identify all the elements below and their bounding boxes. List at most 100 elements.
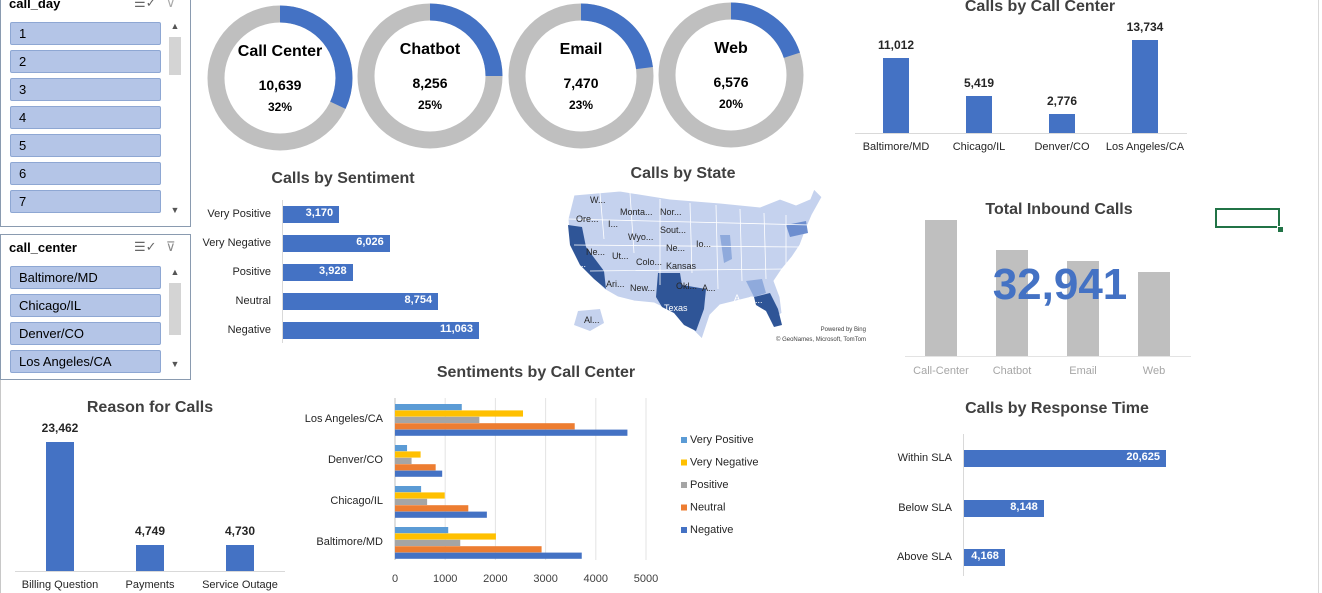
slicer-item-day[interactable]: 6 — [10, 162, 161, 185]
fill-handle[interactable] — [1277, 226, 1284, 233]
category-label: Email — [1043, 365, 1123, 377]
axis-line — [905, 356, 1191, 357]
data-label: 5,419 — [939, 76, 1019, 90]
bar — [395, 458, 412, 464]
slicer-item-day[interactable]: 1 — [10, 22, 161, 45]
state-label: New... — [630, 283, 655, 293]
legend-swatch — [681, 482, 687, 488]
state-label: W... — [590, 195, 606, 205]
state-label: Ore... — [576, 214, 599, 224]
legend-swatch — [681, 460, 687, 466]
category-label: Denver/CO — [328, 454, 383, 466]
data-label: 3,170 — [306, 207, 334, 219]
category-label: Positive — [180, 266, 271, 278]
state-label: G... — [748, 295, 763, 305]
category-label: Very Negative — [180, 237, 271, 249]
slicer-item-center[interactable]: Baltimore/MD — [10, 266, 161, 289]
reason-for-calls-title: Reason for Calls — [10, 399, 290, 417]
slicer-item-day[interactable]: 5 — [10, 134, 161, 157]
donut-value: 10,639 — [207, 77, 353, 93]
call-day-scrollbar[interactable]: ▲ ▼ — [168, 21, 182, 219]
data-label: 11,063 — [440, 323, 473, 335]
bar — [226, 545, 254, 571]
selected-cell[interactable] — [1215, 208, 1280, 228]
category-label: Within SLA — [860, 452, 952, 464]
call-day-slicer[interactable]: call_day ☰✓ ⊽ 1 2 3 4 5 6 7 ▲ ▼ — [0, 0, 191, 227]
panel-divider — [0, 380, 1, 593]
bar — [395, 471, 442, 477]
bar: 4,168 — [964, 549, 1005, 566]
map-credit-bing: Powered by Bing — [821, 327, 866, 333]
sentiments-by-call-center-chart: 0 1000 2000 3000 4000 5000Los Angeles/CADenve… — [290, 388, 780, 593]
clear-filter-icon[interactable]: ⊽ — [166, 0, 176, 11]
bar — [46, 442, 74, 571]
category-label: Chicago/IL — [934, 141, 1024, 153]
bar: 11,063 — [283, 322, 479, 339]
slicer-item-center[interactable]: Chicago/IL — [10, 294, 161, 317]
donut-title: Call Center — [207, 43, 353, 61]
legend-label: Very Negative — [690, 457, 758, 469]
category-label: Below SLA — [860, 502, 952, 514]
slicer-item-day[interactable]: 2 — [10, 50, 161, 73]
state-label: Wyo... — [628, 232, 653, 242]
calls-by-state-title: Calls by State — [560, 165, 806, 183]
legend-label: Negative — [690, 524, 733, 536]
call-center-slicer[interactable]: call_center ☰✓ ⊽ Baltimore/MD Chicago/IL D… — [0, 234, 191, 380]
bar — [395, 505, 468, 511]
donut-2: Email 7,470 23% — [508, 3, 654, 149]
legend-label: Very Positive — [690, 434, 754, 446]
bar: 3,928 — [283, 264, 353, 281]
multi-select-icon[interactable]: ☰✓ — [134, 239, 157, 255]
bar — [395, 464, 436, 470]
donut-value: 8,256 — [357, 75, 503, 91]
slicer-item-day[interactable]: 4 — [10, 106, 161, 129]
data-label: 4,749 — [110, 524, 190, 538]
state-label: Io... — [696, 239, 711, 249]
bar — [395, 492, 445, 498]
slicer-item-center[interactable]: Los Angeles/CA — [10, 350, 161, 373]
data-label: 13,734 — [1105, 20, 1185, 34]
data-label: 6,026 — [356, 236, 384, 248]
category-label: Baltimore/MD — [851, 141, 941, 153]
slicer-item-day[interactable]: 7 — [10, 190, 161, 213]
donut-percent: 25% — [357, 98, 503, 112]
bar — [395, 527, 448, 533]
bar — [395, 417, 479, 423]
state-label: Monta... — [620, 207, 653, 217]
scroll-thumb[interactable] — [169, 37, 181, 75]
category-label: Payments — [105, 579, 195, 591]
scroll-up-icon[interactable]: ▲ — [168, 21, 182, 31]
bar — [395, 512, 487, 518]
bar — [966, 96, 992, 133]
category-label: Above SLA — [860, 551, 952, 563]
call-center-scrollbar[interactable]: ▲ ▼ — [168, 267, 182, 373]
x-tick-label: 3000 — [533, 573, 557, 585]
sentiments-by-call-center-title: Sentiments by Call Center — [400, 364, 672, 382]
x-tick-label: 2000 — [483, 573, 507, 585]
bar — [1132, 40, 1158, 133]
us-map[interactable]: W... Ore... I...Monta... Nor... Sout... Wyo..… — [560, 185, 870, 345]
category-label: Web — [1114, 365, 1194, 377]
call-day-slicer-title: call_day — [9, 0, 60, 11]
data-label: 11,012 — [856, 38, 936, 52]
multi-select-icon[interactable]: ☰✓ — [134, 0, 157, 11]
state-label: Ne... — [666, 243, 685, 253]
category-label: Billing Question — [15, 579, 105, 591]
sheet-border — [1318, 0, 1319, 593]
slicer-item-day[interactable]: 3 — [10, 78, 161, 101]
axis-line — [15, 571, 285, 572]
donut-value: 7,470 — [508, 75, 654, 91]
state-label: Sout... — [660, 225, 686, 235]
state-label: C... — [572, 259, 586, 269]
bar — [395, 410, 523, 416]
scroll-down-icon[interactable]: ▼ — [168, 359, 182, 369]
clear-filter-icon[interactable]: ⊽ — [166, 239, 176, 255]
slicer-item-center[interactable]: Denver/CO — [10, 322, 161, 345]
state-label: A... — [702, 283, 716, 293]
x-tick-label: 0 — [392, 573, 398, 585]
category-label: Los Angeles/CA — [1100, 141, 1190, 153]
calls-by-sentiment-title: Calls by Sentiment — [200, 170, 486, 188]
bar — [395, 499, 427, 505]
data-label: 8,148 — [1010, 501, 1038, 513]
state-label: Ne... — [586, 247, 605, 257]
